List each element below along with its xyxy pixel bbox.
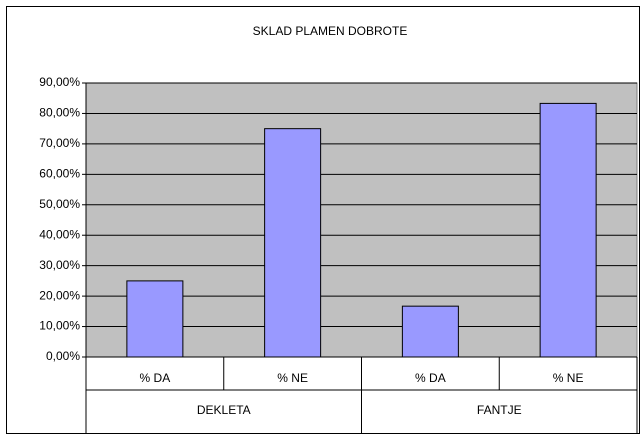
group-label: DEKLETA xyxy=(197,403,251,417)
x-tick-label: % DA xyxy=(415,371,446,385)
x-tick-label: % NE xyxy=(277,371,308,385)
y-tick-label: 50,00% xyxy=(39,197,80,211)
x-tick-label: % NE xyxy=(553,371,584,385)
bar xyxy=(539,102,597,358)
y-tick-label: 10,00% xyxy=(39,319,80,333)
bar xyxy=(401,305,459,358)
y-tick-label: 90,00% xyxy=(39,75,80,89)
y-tick-label: 20,00% xyxy=(39,288,80,302)
y-tick-label: 60,00% xyxy=(39,167,80,181)
bar xyxy=(264,128,322,358)
y-tick-label: 80,00% xyxy=(39,106,80,120)
y-tick-label: 70,00% xyxy=(39,136,80,150)
y-tick-label: 30,00% xyxy=(39,258,80,272)
bar xyxy=(126,280,184,358)
group-label: FANTJE xyxy=(477,403,522,417)
chart-title: SKLAD PLAMEN DOBROTE xyxy=(253,24,408,38)
x-tick-label: % DA xyxy=(140,371,171,385)
y-tick-label: 40,00% xyxy=(39,227,80,241)
y-tick-label: 0,00% xyxy=(46,349,80,363)
